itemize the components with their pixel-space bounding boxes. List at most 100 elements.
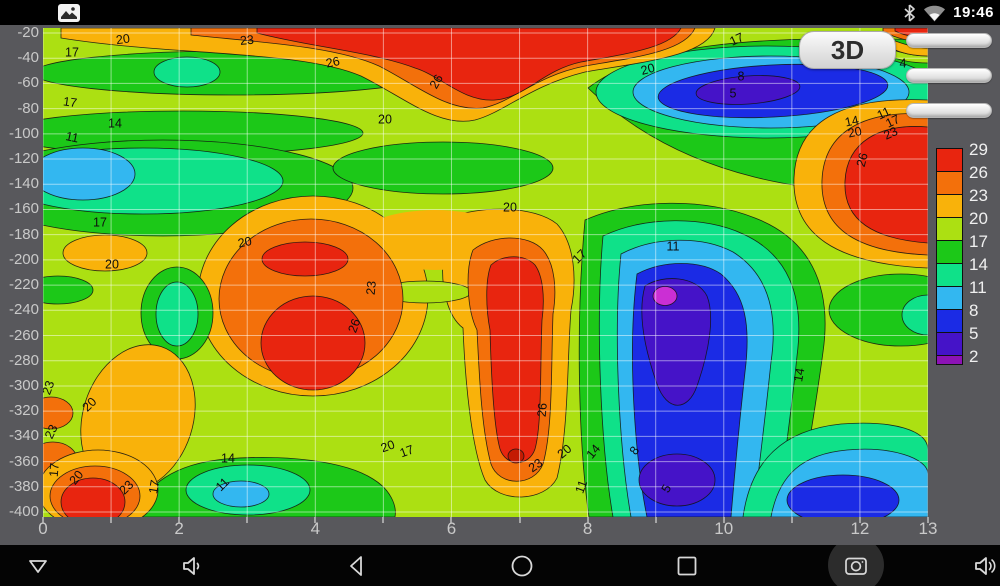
svg-text:23: 23	[43, 422, 61, 441]
y-axis-label: -360	[8, 452, 39, 470]
legend-swatch	[936, 332, 963, 356]
legend-swatch	[936, 286, 963, 310]
svg-text:4: 4	[900, 56, 907, 70]
x-axis-label: 10	[714, 519, 734, 538]
svg-text:17: 17	[398, 442, 416, 460]
legend-label: 29	[969, 140, 988, 159]
y-axis-label: -180	[8, 225, 39, 243]
y-axis-label: -240	[8, 301, 39, 319]
legend-swatch	[936, 217, 963, 241]
svg-text:17: 17	[93, 215, 107, 229]
x-axis-label: 13	[918, 519, 938, 538]
svg-text:26: 26	[535, 402, 550, 417]
back-button[interactable]	[343, 552, 371, 580]
y-axis-label: -160	[8, 200, 39, 218]
legend-swatch	[936, 309, 963, 333]
x-axis-tick	[586, 517, 589, 523]
svg-text:17: 17	[883, 112, 902, 131]
y-axis-label: -40	[17, 49, 39, 67]
svg-text:17: 17	[47, 462, 62, 477]
recents-button[interactable]	[673, 552, 701, 580]
svg-text:14: 14	[221, 451, 235, 465]
x-axis-tick	[790, 517, 793, 523]
svg-text:20: 20	[639, 61, 656, 78]
x-axis-label: 4	[310, 519, 321, 538]
svg-text:14: 14	[108, 116, 122, 130]
x-axis-tick	[246, 517, 249, 523]
x-axis-tick	[110, 517, 113, 523]
collapse-navbar-button[interactable]	[24, 552, 52, 580]
y-axis-label: -140	[8, 175, 39, 193]
svg-text:17: 17	[62, 94, 78, 110]
svg-text:14: 14	[844, 113, 861, 130]
navigation-bar	[0, 545, 1000, 586]
home-button[interactable]	[508, 552, 536, 580]
gridlines	[43, 28, 928, 517]
y-axis-label: -120	[8, 150, 39, 168]
status-bar: 19:46	[0, 0, 1000, 25]
legend-label: 5	[969, 324, 979, 343]
y-axis-label: -260	[8, 326, 39, 344]
svg-text:11: 11	[573, 478, 591, 495]
slider-handle-3[interactable]	[906, 103, 992, 118]
x-axis-tick	[450, 517, 453, 523]
svg-text:8: 8	[738, 69, 745, 83]
y-axis-label: -220	[8, 276, 39, 294]
y-axis-label: -100	[8, 124, 39, 142]
svg-text:26: 26	[427, 72, 446, 91]
slider-handle-2[interactable]	[906, 68, 992, 83]
svg-text:20: 20	[115, 31, 131, 47]
svg-text:26: 26	[325, 54, 342, 71]
y-axis-label: -20	[17, 24, 39, 41]
legend-swatch	[936, 194, 963, 218]
legend-swatch	[936, 148, 963, 172]
svg-text:14: 14	[791, 367, 807, 383]
y-axis-label: -200	[8, 250, 39, 268]
screenshot-notification-icon	[58, 4, 80, 22]
legend-swatch	[936, 355, 963, 365]
legend-label: 8	[969, 301, 979, 320]
legend-label: 17	[969, 232, 988, 251]
x-axis-label: 8	[582, 519, 593, 538]
svg-text:26: 26	[345, 317, 363, 335]
x-axis-tick	[927, 517, 929, 523]
svg-text:20: 20	[847, 124, 864, 141]
chart-area: 20 23 26 17 17 14 11 20 26 20 8 5 17 4 14 20 11 17 23 26 17 2…	[0, 24, 1000, 545]
svg-text:17: 17	[727, 30, 746, 49]
3d-toggle-button[interactable]: 3D	[799, 31, 896, 69]
screenshot-button[interactable]	[842, 552, 870, 580]
y-axis-label: -300	[8, 376, 39, 394]
svg-text:20: 20	[503, 200, 517, 214]
svg-text:5: 5	[730, 86, 737, 100]
legend-label: 23	[969, 186, 988, 205]
legend-label: 2	[969, 347, 979, 366]
legend-label: 26	[969, 163, 988, 182]
y-axis-label: -400	[8, 502, 39, 520]
legend-label: 11	[969, 278, 987, 297]
legend-swatch	[936, 240, 963, 264]
screenshot-button-highlight	[828, 545, 884, 586]
x-axis-tick	[382, 517, 385, 523]
y-axis-label: -340	[8, 427, 39, 445]
legend-label: 20	[969, 209, 988, 228]
legend-swatch	[936, 263, 963, 287]
svg-text:23: 23	[239, 33, 254, 48]
slider-handle-1[interactable]	[906, 33, 992, 48]
y-axis-label: -60	[17, 74, 39, 92]
svg-text:11: 11	[875, 104, 893, 122]
svg-text:26: 26	[854, 151, 871, 168]
svg-text:11: 11	[64, 129, 80, 145]
svg-text:23: 23	[881, 124, 900, 143]
x-axis-tick	[518, 517, 521, 523]
volume-up-button[interactable]	[971, 552, 999, 580]
x-axis-label: 2	[174, 519, 184, 538]
x-axis-tick	[42, 517, 44, 523]
svg-text:23: 23	[43, 379, 57, 397]
x-axis-tick	[654, 517, 657, 523]
x-axis-tick	[858, 517, 861, 523]
y-axis-label: -80	[17, 99, 39, 117]
volume-down-button[interactable]	[178, 552, 206, 580]
